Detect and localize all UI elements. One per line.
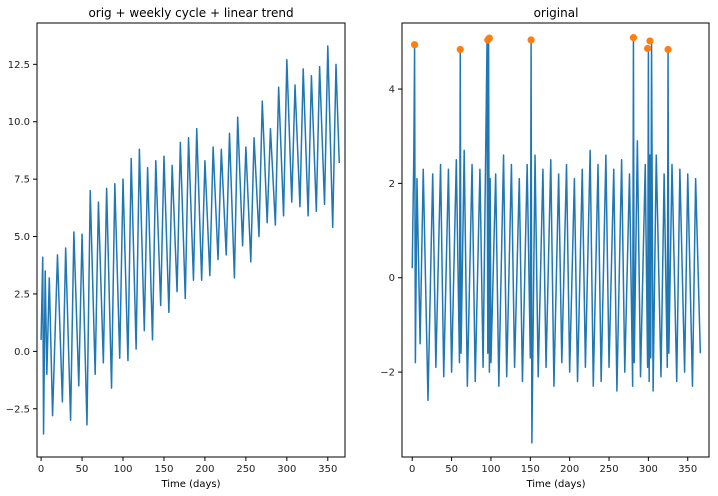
chart-right-outlier-point xyxy=(629,34,638,42)
chart-right-outlier-point xyxy=(644,44,652,53)
chart-right-series-line xyxy=(411,36,702,444)
chart-right-xlabel: Time (days) xyxy=(525,479,585,490)
chart-left-xtick-label: 150 xyxy=(154,464,173,475)
chart-right-xticks: 0 50 100 150 200 250 300 350 xyxy=(409,457,697,475)
chart-left-frame xyxy=(36,22,346,458)
chart-right-outlier-point xyxy=(410,41,419,49)
chart-left-ytick-label: 2.5 xyxy=(14,289,30,300)
chart-right: original 0 50 100 150 200 250 300 350 −2 0 2 4 Tim… xyxy=(380,6,710,490)
chart-left-yticks: −2.5 0.0 2.5 5.0 7.5 10.0 12.5 xyxy=(6,60,37,415)
chart-left-ytick-label: 7.5 xyxy=(14,175,30,186)
chart-left-ytick-label: 10.0 xyxy=(8,117,30,128)
chart-left-plot xyxy=(40,45,341,435)
chart-left-ytick-label: −2.5 xyxy=(6,404,30,415)
chart-left-series-line xyxy=(40,45,341,435)
chart-right-ytick-label: 0 xyxy=(389,273,395,284)
chart-right-xtick-label: 100 xyxy=(481,464,500,475)
chart-left-xlabel: Time (days) xyxy=(160,479,220,490)
chart-left: orig + weekly cycle + linear trend 0 50 10… xyxy=(6,6,346,490)
chart-right-outlier-point xyxy=(646,37,654,45)
chart-right-outlier-point xyxy=(664,45,672,54)
chart-right-outlier-point xyxy=(485,34,493,42)
chart-left-xtick-label: 350 xyxy=(318,464,337,475)
chart-right-xtick-label: 300 xyxy=(639,464,658,475)
chart-left-ytick-label: 12.5 xyxy=(8,60,30,71)
chart-right-plot xyxy=(410,34,702,444)
chart-right-xtick-label: 50 xyxy=(445,464,458,475)
chart-right-xtick-label: 250 xyxy=(599,464,618,475)
chart-left-xtick-label: 200 xyxy=(195,464,214,475)
chart-right-ytick-label: 4 xyxy=(389,85,395,96)
chart-left-ytick-label: 0.0 xyxy=(14,347,30,358)
chart-right-ytick-label: 2 xyxy=(389,179,395,190)
chart-right-frame xyxy=(401,22,710,458)
chart-right-yticks: −2 0 2 4 xyxy=(380,85,402,379)
chart-left-xtick-label: 0 xyxy=(38,464,44,475)
chart-left-xtick-label: 100 xyxy=(113,464,132,475)
chart-right-outlier-point xyxy=(527,36,535,44)
chart-right-xtick-label: 350 xyxy=(678,464,697,475)
chart-left-title: orig + weekly cycle + linear trend xyxy=(88,6,293,20)
chart-right-title: original xyxy=(534,6,579,20)
chart-left-xtick-label: 50 xyxy=(76,464,89,475)
chart-right-outlier-point xyxy=(456,45,464,54)
chart-left-ytick-label: 5.0 xyxy=(14,232,30,243)
chart-right-xtick-label: 200 xyxy=(560,464,579,475)
chart-left-xticks: 0 50 100 150 200 250 300 350 xyxy=(38,457,337,475)
chart-right-xtick-label: 0 xyxy=(409,464,415,475)
chart-right-xtick-label: 150 xyxy=(521,464,540,475)
chart-left-xtick-label: 300 xyxy=(277,464,296,475)
chart-right-ytick-label: −2 xyxy=(380,368,395,379)
chart-left-xtick-label: 250 xyxy=(236,464,255,475)
